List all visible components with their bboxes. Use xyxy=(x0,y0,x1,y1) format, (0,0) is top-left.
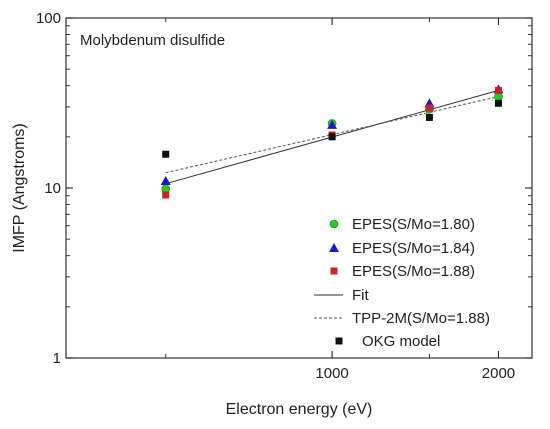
legend-epes-s-mo-1-80-label: EPES(S/Mo=1.80) xyxy=(352,216,475,233)
legend-epes-s-mo-1-88-label: EPES(S/Mo=1.88) xyxy=(352,263,475,280)
series-points xyxy=(160,84,504,199)
epes-s-mo-1-88-point xyxy=(494,86,502,94)
legend-epes-s-mo-1-84-label: EPES(S/Mo=1.84) xyxy=(352,240,475,257)
okg-model-point xyxy=(162,150,170,158)
x-tick-label: 2000 xyxy=(482,365,515,382)
okg-model-point xyxy=(328,133,336,141)
epes-s-mo-1-84-point xyxy=(160,175,171,185)
legend-epes-s-mo-1-88-swatch xyxy=(330,267,338,275)
x-axis-label: Electron energy (eV) xyxy=(226,401,373,418)
epes-s-mo-1-88-point xyxy=(425,104,433,112)
legend-okg-model-swatch xyxy=(335,337,343,345)
legend-tpp-2m-s-mo-1-88-label: TPP-2M(S/Mo=1.88) xyxy=(352,310,490,327)
y-tick-label: 100 xyxy=(36,10,61,27)
plot-frame xyxy=(65,17,533,359)
y-axis-label: IMFP (Angstroms) xyxy=(11,123,28,253)
epes-s-mo-1-88-point xyxy=(162,191,170,199)
y-tick-label: 1 xyxy=(53,350,61,367)
legend-fit-label: Fit xyxy=(352,287,369,304)
legend-epes-s-mo-1-84-swatch xyxy=(329,243,339,252)
epes-s-mo-1-84-point xyxy=(327,119,338,129)
legend: EPES(S/Mo=1.80) EPES(S/Mo=1.84) EPES(S/Mo=… xyxy=(314,216,490,350)
okg-model-point xyxy=(494,99,502,107)
y-axis-ticks: 1 10 100 xyxy=(36,10,532,367)
x-axis-ticks: 1000 2000 xyxy=(165,18,515,382)
legend-epes-s-mo-1-80-swatch xyxy=(329,219,339,229)
y-tick-label: 10 xyxy=(44,180,61,197)
okg-model-point xyxy=(425,113,433,121)
chart-title: Molybdenum disulfide xyxy=(80,32,225,49)
x-tick-label: 1000 xyxy=(315,365,348,382)
legend-okg-model-label: OKG model xyxy=(362,333,440,350)
